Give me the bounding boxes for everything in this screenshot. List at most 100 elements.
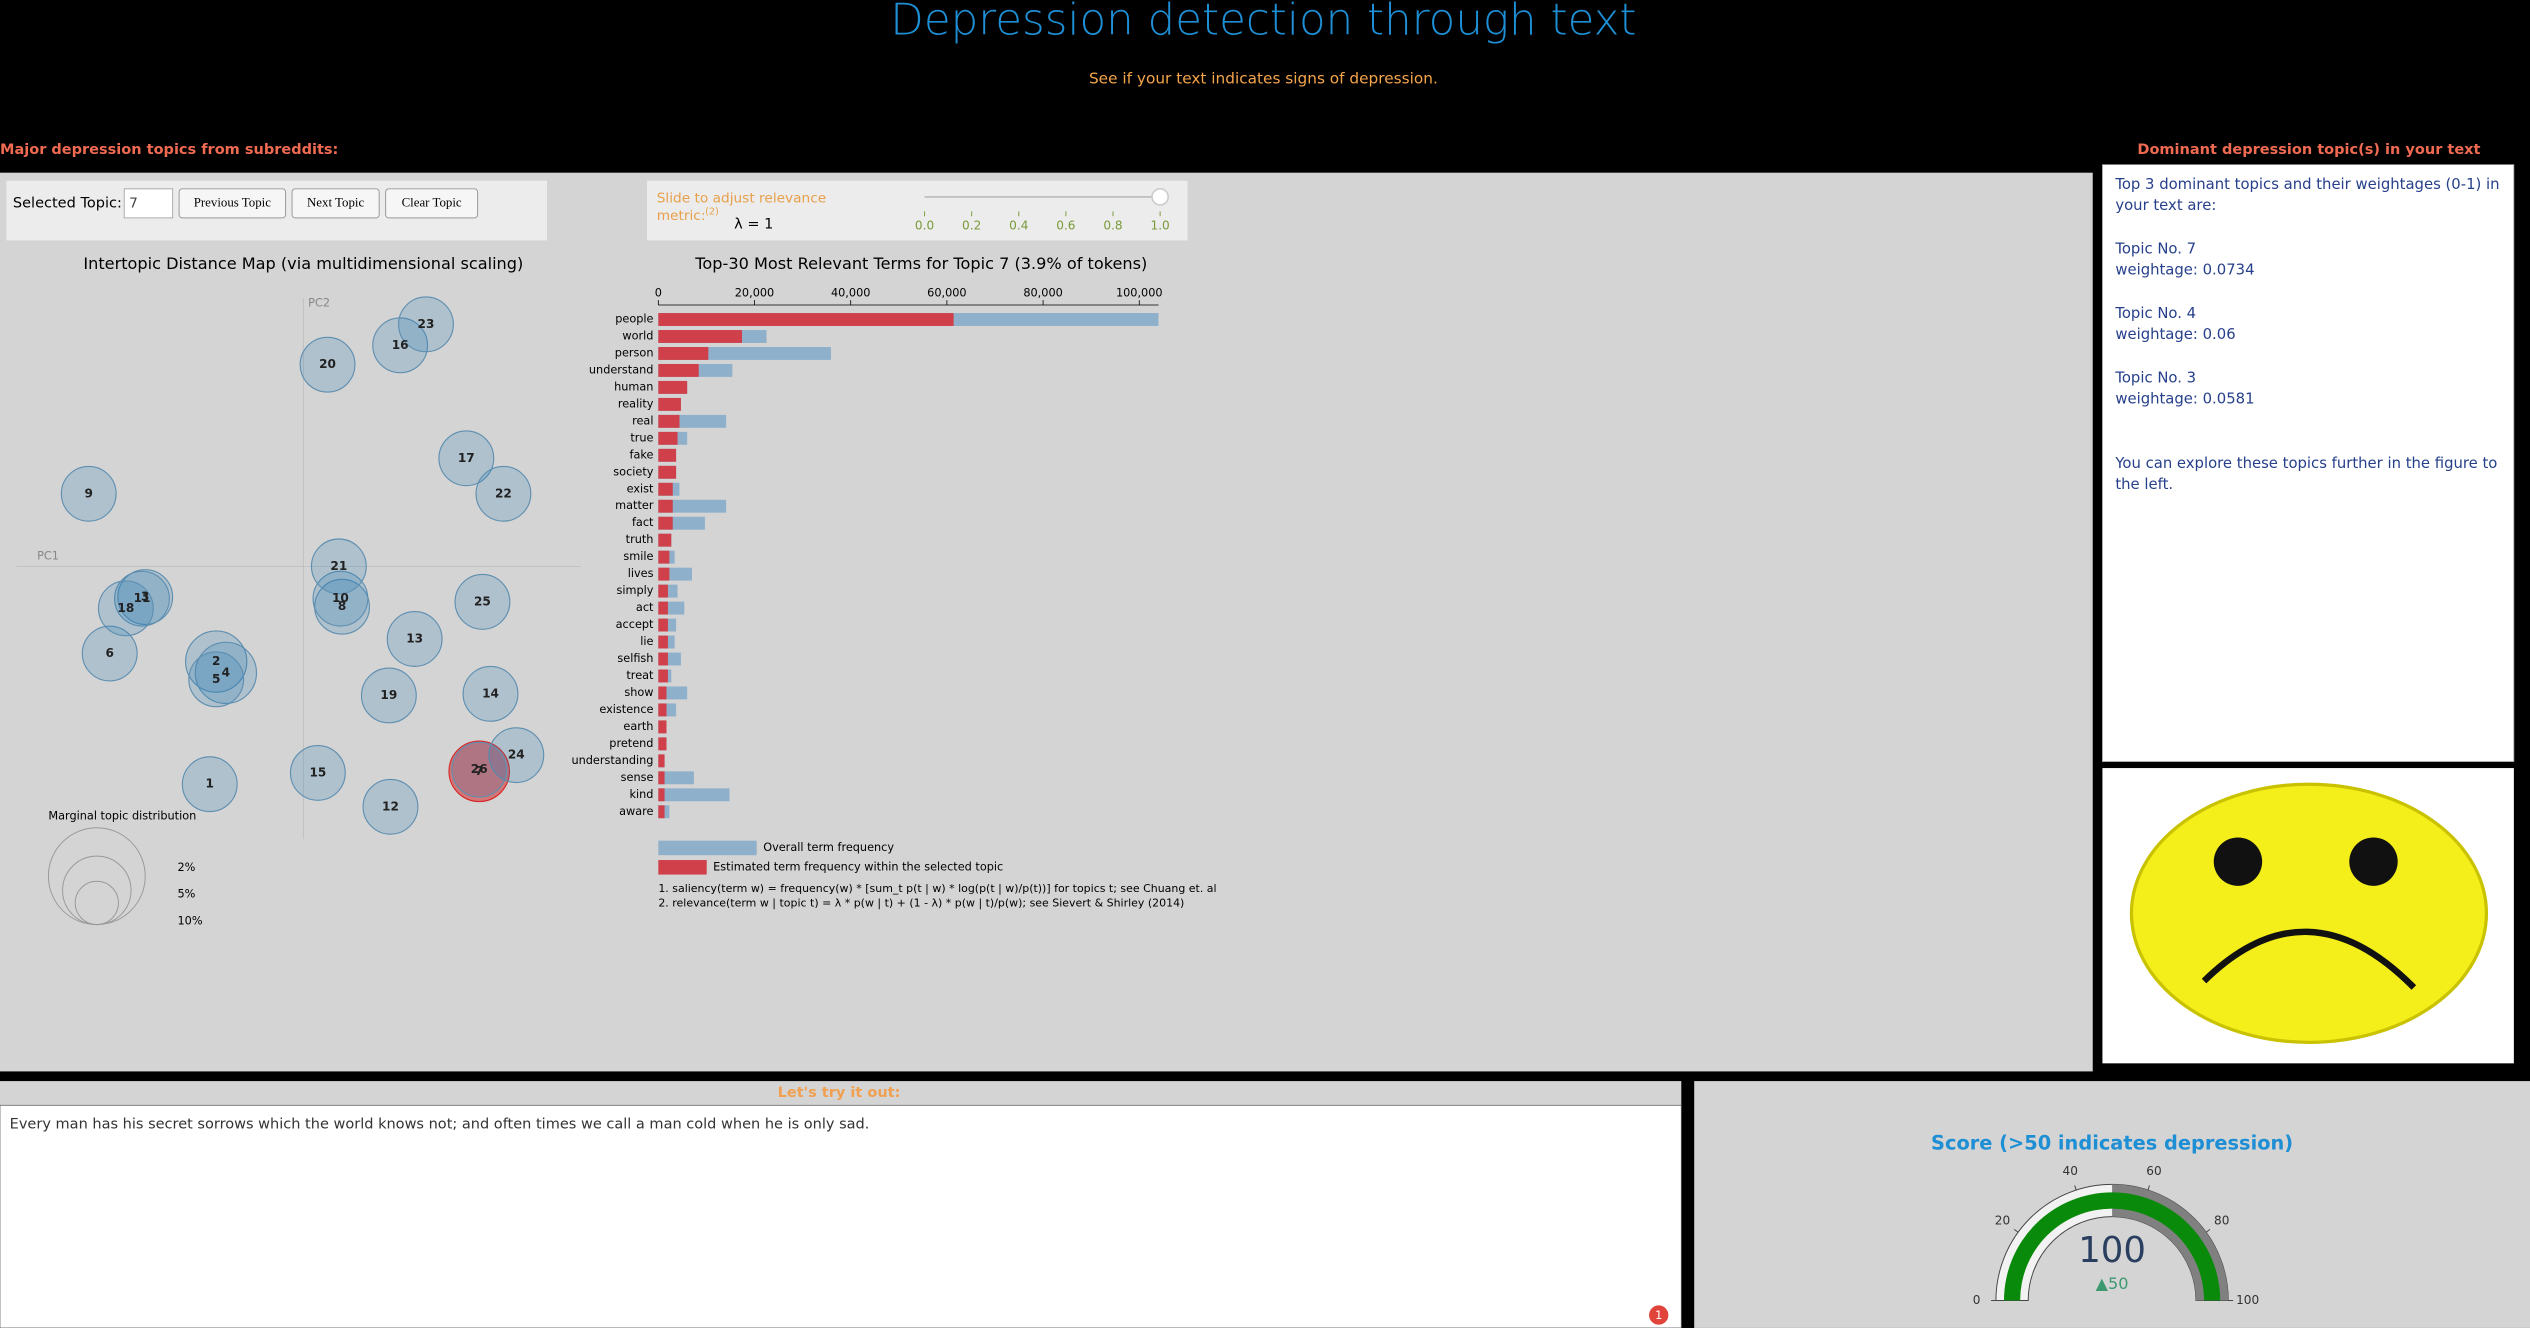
slider-tick-label: 0.8	[1103, 218, 1122, 232]
topic-label: 15	[309, 765, 326, 779]
term-label: show	[624, 686, 653, 699]
bar	[658, 499, 673, 513]
paragraph: You can explore these topics further in …	[2115, 453, 2501, 495]
bar	[658, 313, 954, 326]
topic-bubble[interactable]	[194, 641, 258, 705]
chart-title: Intertopic Distance Map (via multidimens…	[83, 254, 523, 273]
gauge-tick	[2074, 1185, 2077, 1191]
bar	[658, 788, 665, 802]
topic-bubble[interactable]	[475, 465, 532, 522]
bar	[658, 347, 709, 360]
try-header-strip	[0, 1081, 1682, 1106]
topic-bubble[interactable]	[362, 778, 419, 835]
topic-bubble[interactable]	[114, 570, 170, 627]
term-label: fake	[630, 448, 654, 461]
topic-bubble[interactable]	[372, 317, 429, 374]
page-subtitle: See if your text indicates signs of depr…	[1089, 70, 1438, 88]
footnote: 2. relevance(term w | topic t) = λ * p(w…	[658, 897, 1184, 910]
eye	[2213, 837, 2263, 886]
topic-bubble[interactable]	[360, 667, 417, 724]
topic-bubble[interactable]	[299, 336, 356, 393]
topic-input-value: 7	[129, 195, 138, 211]
term-label: smile	[623, 550, 653, 563]
try-heading: Let's try it out:	[778, 1085, 901, 1101]
topic-label: 10	[332, 591, 349, 605]
topic-bubble[interactable]	[454, 573, 511, 630]
topic-bubble[interactable]	[117, 569, 174, 625]
topic-label: 23	[418, 317, 435, 331]
topic-input[interactable]	[123, 188, 174, 219]
text: Top 3 dominant topics and their weightag…	[2115, 175, 2500, 215]
topic-bubble[interactable]	[462, 665, 519, 722]
x-tick-label: 20,000	[735, 287, 774, 300]
text: weightage: 0.0581	[2115, 390, 2255, 409]
slider-tick-label: 0.4	[1009, 218, 1029, 232]
topic-bubble[interactable]	[451, 741, 508, 798]
paragraph: Topic No. 7 weightage: 0.0734	[2115, 239, 2501, 281]
topic-bubble[interactable]	[185, 630, 248, 693]
bar	[658, 431, 678, 445]
button[interactable]	[385, 188, 479, 219]
slider-panel	[647, 180, 1188, 241]
slider-knob[interactable]	[1151, 188, 1169, 206]
gauge-tick-label: 80	[2214, 1213, 2229, 1227]
topic-bubble[interactable]	[438, 430, 495, 487]
dominant-topics: Top 3 dominant topics and their weightag…	[2104, 168, 2512, 525]
button[interactable]	[178, 188, 287, 219]
topic-label: 3	[141, 590, 149, 604]
selected-topic-label: Selected Topic:	[13, 195, 122, 211]
bar	[658, 465, 677, 479]
sad-face	[2129, 782, 2489, 1044]
gauge-tick	[2205, 1229, 2211, 1233]
term-label: existence	[599, 703, 653, 716]
gauge-step	[2112, 1184, 2229, 1301]
x-tick-label: 80,000	[1023, 287, 1062, 300]
gauge-tick-label: 20	[1995, 1213, 2010, 1227]
topic-label: 26	[471, 762, 488, 776]
x-tick-label: 100,000	[1116, 287, 1163, 300]
slider-tick-label: 0.0	[915, 218, 934, 232]
text-input[interactable]	[0, 1104, 1682, 1328]
topic-bubble[interactable]	[81, 625, 138, 682]
term-label: people	[615, 313, 653, 326]
topic-bubble[interactable]	[188, 651, 245, 708]
term-label: simply	[616, 584, 653, 597]
bar	[658, 720, 667, 734]
term-label: reality	[618, 397, 654, 410]
topic-label: 5	[212, 672, 220, 686]
topic-bubble[interactable]	[97, 580, 154, 637]
topic-bubble[interactable]	[181, 756, 238, 813]
topic-label: 13	[406, 631, 423, 645]
mouth	[2201, 928, 2417, 990]
topic-bubble[interactable]	[310, 538, 367, 595]
gauge-tick-label: 100	[2236, 1293, 2259, 1307]
topic-bubble[interactable]	[398, 296, 454, 353]
topic-bubble[interactable]	[289, 744, 346, 801]
slider-label: metric:	[657, 208, 706, 224]
topic-label: 6	[106, 646, 114, 660]
term-label: person	[615, 346, 654, 359]
term-label: understanding	[571, 754, 653, 767]
gauge-tick-label: 60	[2146, 1164, 2161, 1178]
button-label: Previous Topic	[194, 195, 272, 209]
term-label: act	[636, 601, 654, 614]
dominant-topics-text: Top 3 dominant topics and their weightag…	[2104, 168, 2512, 525]
topic-label: 1	[206, 777, 214, 791]
gauge-tick	[2013, 1229, 2019, 1233]
topic-bubble[interactable]	[312, 570, 369, 627]
text: weightage: 0.06	[2115, 325, 2236, 344]
topic-bubble[interactable]	[386, 611, 443, 667]
term-label: aware	[619, 805, 653, 818]
bar	[658, 805, 665, 819]
notification-badge[interactable]	[1649, 1305, 1669, 1325]
topic-bubble[interactable]	[60, 465, 117, 522]
bar	[658, 482, 673, 496]
legend-label: Estimated term frequency within the sele…	[713, 860, 1003, 873]
topic-bubble[interactable]	[448, 740, 511, 803]
topic-bubble[interactable]	[488, 727, 545, 784]
term-label: understand	[589, 363, 654, 376]
button[interactable]	[291, 188, 380, 219]
